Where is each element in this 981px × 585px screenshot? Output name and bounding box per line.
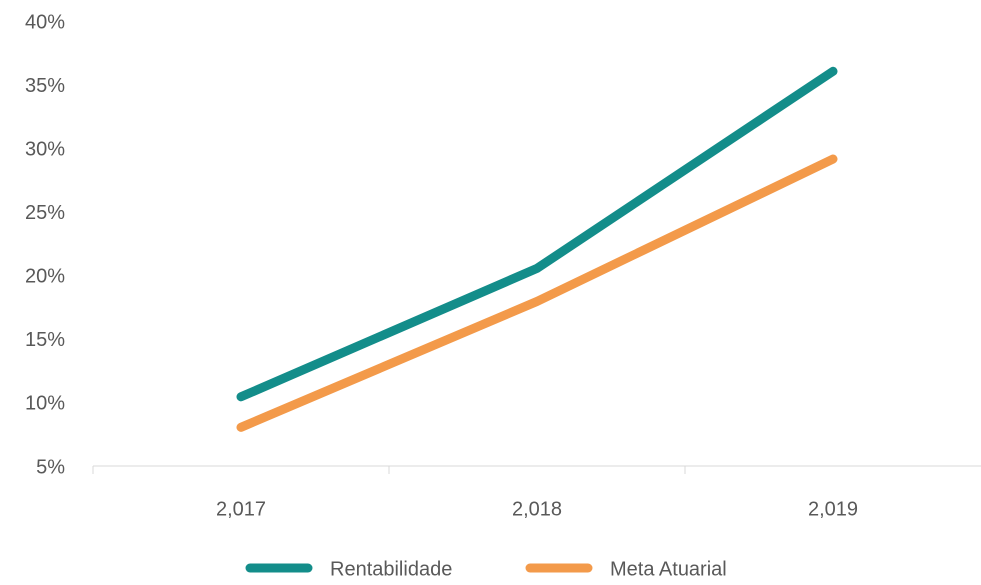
line-series xyxy=(236,66,838,402)
line-series xyxy=(236,154,838,432)
y-tick-label: 10% xyxy=(25,393,65,415)
x-tick-label: 2,019 xyxy=(808,498,858,520)
y-tick-label: 25% xyxy=(25,202,65,224)
y-tick-label: 20% xyxy=(25,266,65,288)
legend-label: Rentabilidade xyxy=(330,558,452,580)
y-tick-label: 30% xyxy=(25,138,65,160)
y-tick-label: 35% xyxy=(25,75,65,97)
y-tick-label: 15% xyxy=(25,329,65,351)
x-tick-label: 2,017 xyxy=(216,498,266,520)
x-tick-label: 2,018 xyxy=(512,498,562,520)
y-tick-label: 40% xyxy=(25,11,65,33)
y-tick-label: 5% xyxy=(36,456,65,478)
legend-label: Meta Atuarial xyxy=(610,558,727,580)
